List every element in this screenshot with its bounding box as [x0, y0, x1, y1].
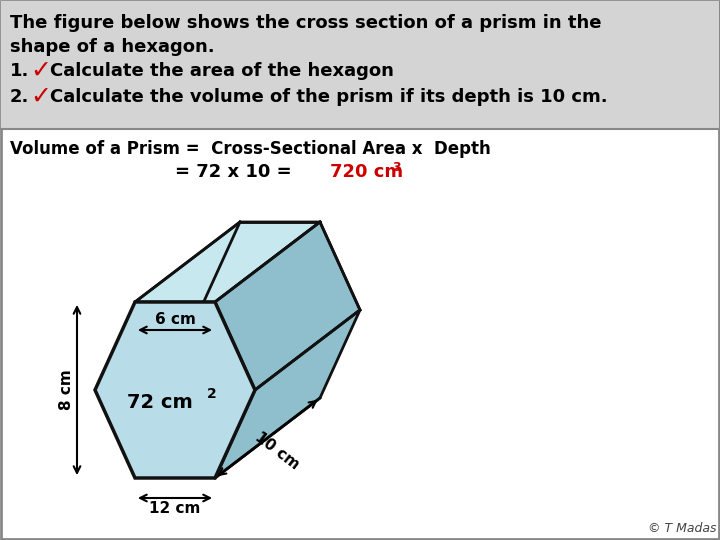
- Polygon shape: [95, 302, 255, 478]
- Polygon shape: [215, 310, 360, 478]
- Text: 10 cm: 10 cm: [252, 429, 302, 472]
- Polygon shape: [135, 222, 320, 302]
- Text: Volume of a Prism =  Cross-Sectional Area x  Depth: Volume of a Prism = Cross-Sectional Area…: [10, 140, 491, 158]
- Polygon shape: [215, 222, 360, 390]
- Text: 1.: 1.: [10, 62, 30, 80]
- Text: The figure below shows the cross section of a prism in the: The figure below shows the cross section…: [10, 14, 601, 32]
- Text: 2.: 2.: [10, 88, 30, 106]
- Text: 8 cm: 8 cm: [59, 369, 74, 410]
- Text: © T Madas: © T Madas: [649, 522, 717, 535]
- Text: = 72 x 10 =: = 72 x 10 =: [175, 163, 298, 181]
- Text: Calculate the volume of the prism if its depth is 10 cm.: Calculate the volume of the prism if its…: [50, 88, 608, 106]
- Text: 72 cm: 72 cm: [127, 393, 193, 411]
- Text: 6 cm: 6 cm: [155, 312, 195, 327]
- Bar: [1, 1, 719, 129]
- Text: 3: 3: [392, 161, 400, 174]
- Text: ✓: ✓: [30, 59, 51, 83]
- Text: 2: 2: [207, 387, 217, 401]
- Text: ✓: ✓: [30, 85, 51, 109]
- Text: 12 cm: 12 cm: [149, 501, 201, 516]
- Text: Calculate the area of the hexagon: Calculate the area of the hexagon: [50, 62, 394, 80]
- Text: 720 cm: 720 cm: [330, 163, 403, 181]
- Text: shape of a hexagon.: shape of a hexagon.: [10, 38, 215, 56]
